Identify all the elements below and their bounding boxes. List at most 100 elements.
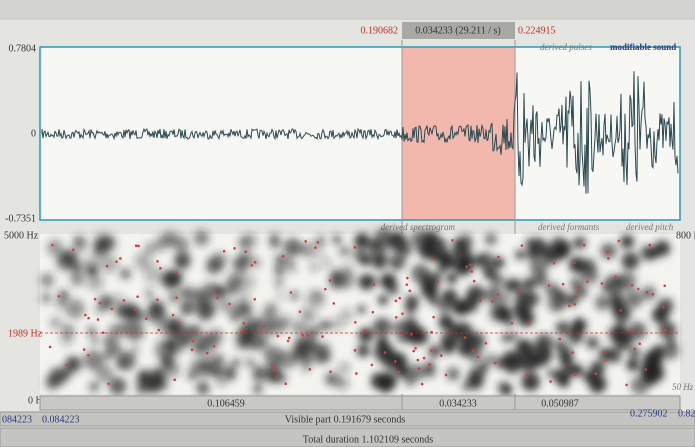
legend-formants: derived formants xyxy=(538,222,600,232)
spectrogram-blob xyxy=(237,301,253,318)
spectrogram-blob xyxy=(324,371,341,387)
spectrogram-blob xyxy=(292,320,307,336)
formant-dot xyxy=(222,249,226,253)
spectrogram-blob xyxy=(40,292,53,304)
spectrogram-blob xyxy=(529,259,548,277)
formant-dot xyxy=(417,367,421,371)
spectrogram-blob xyxy=(442,342,455,355)
formant-dot xyxy=(607,257,610,260)
spectrogram-blob xyxy=(407,363,425,381)
spectrogram-blob xyxy=(454,322,473,340)
spectrogram-blob xyxy=(180,335,191,346)
spectrogram-blob xyxy=(164,361,181,378)
formant-dot xyxy=(145,317,148,321)
spectrogram-blob xyxy=(278,314,293,329)
formant-dot xyxy=(469,263,472,267)
formant-dot xyxy=(253,297,257,301)
spectrogram-blob xyxy=(124,321,145,341)
spectrogram-blob xyxy=(146,304,167,324)
formant-dot xyxy=(436,280,440,283)
spectrogram-blob xyxy=(640,363,657,379)
formant-dot xyxy=(662,305,665,309)
spectrogram-blob xyxy=(322,320,333,331)
spectrogram-blob xyxy=(406,325,427,345)
formant-dot xyxy=(321,335,324,338)
formant-dot xyxy=(664,328,667,332)
spectrogram-blob xyxy=(484,233,497,246)
spectrogram-blob xyxy=(196,298,216,319)
formant-dot xyxy=(87,316,90,320)
formant-dot xyxy=(573,302,576,306)
spectrogram-blob xyxy=(135,383,147,395)
spectrogram-blob xyxy=(371,254,388,270)
spectrogram-blob xyxy=(515,249,525,260)
time-left: 0.106459 xyxy=(207,398,245,409)
total-bar[interactable] xyxy=(0,427,695,447)
spectrogram-blob xyxy=(263,302,278,318)
formant-dot xyxy=(397,370,400,374)
formant-dot xyxy=(614,275,617,278)
formant-dot xyxy=(510,321,514,325)
formant-dot xyxy=(98,301,102,305)
formant-dot xyxy=(316,241,320,244)
spectrogram-blob xyxy=(232,358,241,367)
spectrogram-blob xyxy=(547,294,566,313)
spectrogram-blob xyxy=(359,253,372,266)
formant-dot xyxy=(175,296,178,300)
spectrogram-blob xyxy=(70,271,85,287)
spec-bottom: 0 Hz xyxy=(28,395,48,406)
total-duration: Total duration 1.102109 seconds xyxy=(303,434,433,445)
spectrogram-blob xyxy=(252,366,269,384)
formant-dot xyxy=(420,382,424,386)
formant-dot xyxy=(306,334,310,337)
spectrogram-blob xyxy=(114,304,127,318)
formant-dot xyxy=(398,296,402,300)
spectrogram-blob xyxy=(189,358,207,376)
selection-length-box[interactable] xyxy=(402,22,515,39)
formant-dot xyxy=(284,382,287,386)
spectrogram-blob xyxy=(524,277,536,289)
spectrogram-blob xyxy=(390,231,405,246)
formant-dot xyxy=(48,345,52,349)
formant-dot xyxy=(250,264,253,267)
formant-dot xyxy=(439,354,443,357)
spectrogram-blob xyxy=(237,273,256,292)
spectrogram-blob xyxy=(586,336,599,350)
formant-dot xyxy=(241,329,244,333)
spectrogram-blob xyxy=(621,252,640,270)
spectrogram-blob xyxy=(389,253,406,271)
spectrogram-blob xyxy=(398,243,413,258)
spectrogram-blob xyxy=(289,290,300,301)
spectrogram-blob xyxy=(169,271,184,286)
spectrogram-blob xyxy=(241,232,258,249)
time-right-bar[interactable] xyxy=(514,395,681,411)
formant-dot xyxy=(332,302,336,305)
legend-pulses: derived pulses xyxy=(540,42,592,52)
spectrogram-blob xyxy=(420,281,439,300)
spectrogram-blob xyxy=(438,314,455,331)
spectrogram-blob xyxy=(384,276,396,288)
spectrogram-blob xyxy=(46,239,64,256)
spectrogram-blob xyxy=(305,289,326,310)
spectrogram-blob xyxy=(626,358,640,372)
spectrogram-blob xyxy=(396,334,406,344)
spectrogram-blob xyxy=(255,313,275,333)
visible-bar[interactable] xyxy=(0,411,695,427)
spectrogram-blob xyxy=(144,242,157,256)
spectrogram-blob xyxy=(516,280,526,290)
spectrogram-blob xyxy=(624,290,643,309)
spectrogram-blob xyxy=(516,339,533,356)
spectrogram-blob xyxy=(439,253,456,271)
formant-dot xyxy=(405,283,409,286)
spectrogram-blob xyxy=(130,344,140,354)
formant-dot xyxy=(573,373,577,376)
formant-dot xyxy=(444,373,448,377)
spectrogram-blob xyxy=(216,376,228,388)
formant-dot xyxy=(422,356,426,360)
spectrogram-blob xyxy=(288,263,297,273)
spectrogram-blob xyxy=(357,344,370,358)
spectrogram-blob xyxy=(55,298,67,309)
formant-dot xyxy=(87,353,90,357)
spectrogram-blob xyxy=(358,273,375,291)
spectrogram-blob xyxy=(202,281,221,300)
